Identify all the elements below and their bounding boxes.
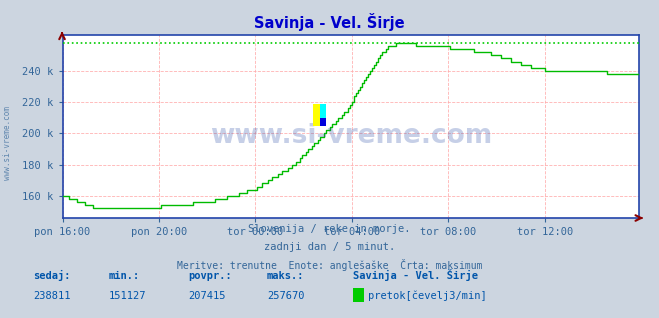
- Text: 257670: 257670: [267, 291, 304, 301]
- Text: Meritve: trenutne  Enote: anglešaške  Črta: maksimum: Meritve: trenutne Enote: anglešaške Črta…: [177, 259, 482, 271]
- Bar: [320, 104, 326, 118]
- Text: www.si-vreme.com: www.si-vreme.com: [210, 122, 492, 149]
- Text: 151127: 151127: [109, 291, 146, 301]
- Text: pretok[čevelj3/min]: pretok[čevelj3/min]: [368, 290, 486, 301]
- Bar: [320, 118, 326, 127]
- Text: www.si-vreme.com: www.si-vreme.com: [3, 106, 13, 180]
- Bar: [314, 104, 320, 127]
- Text: min.:: min.:: [109, 272, 140, 281]
- Text: Savinja - Vel. Širje: Savinja - Vel. Širje: [254, 13, 405, 31]
- Text: maks.:: maks.:: [267, 272, 304, 281]
- Text: Savinja - Vel. Širje: Savinja - Vel. Širje: [353, 269, 478, 281]
- Text: Slovenija / reke in morje.: Slovenija / reke in morje.: [248, 224, 411, 234]
- Text: povpr.:: povpr.:: [188, 272, 231, 281]
- Text: zadnji dan / 5 minut.: zadnji dan / 5 minut.: [264, 242, 395, 252]
- Text: 238811: 238811: [33, 291, 71, 301]
- Text: 207415: 207415: [188, 291, 225, 301]
- Text: sedaj:: sedaj:: [33, 270, 71, 281]
